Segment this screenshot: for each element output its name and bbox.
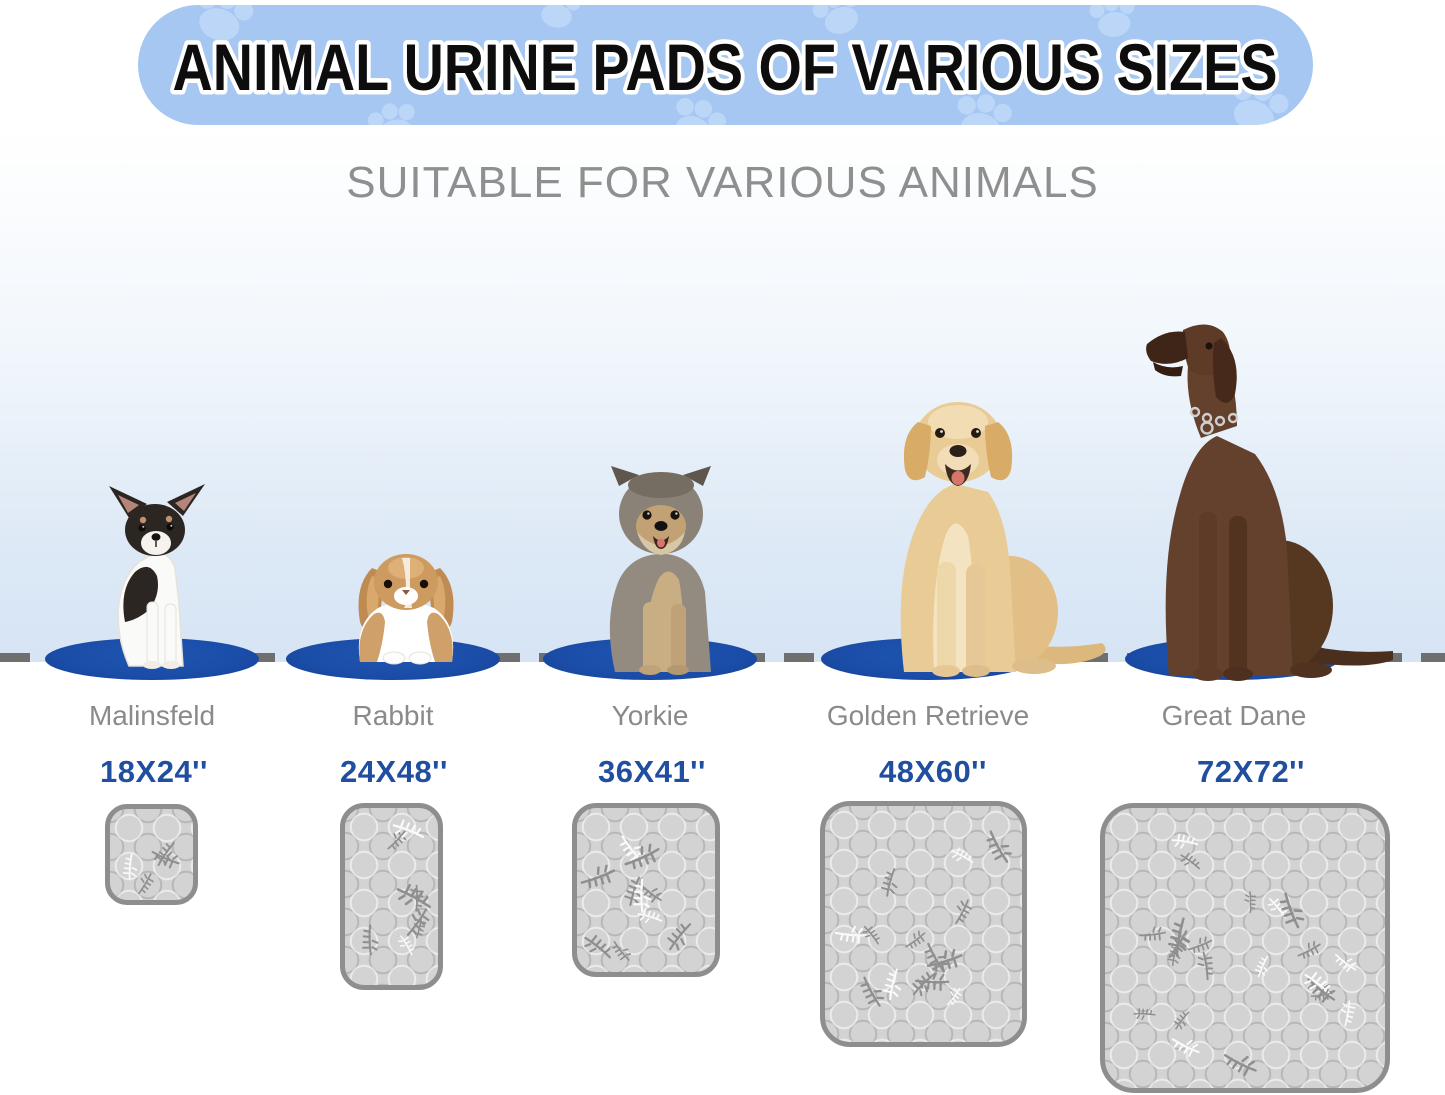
leaf-icon [830, 911, 874, 954]
leaf-icon [1275, 890, 1315, 931]
leaf-icon [385, 872, 438, 926]
banner-title: ANIMAL URINE PADS OF VARIOUS SIZES [173, 30, 1278, 104]
leaf-icon [1154, 921, 1199, 965]
leaf-icon [1330, 943, 1365, 978]
leaf-icon [659, 916, 705, 961]
pad-18x24 [105, 804, 198, 905]
leaf-icon [393, 933, 418, 958]
leaf-icon [942, 892, 980, 930]
leaf-icon [905, 965, 945, 1005]
leaf-icon [393, 898, 438, 943]
leaf-icon [924, 938, 966, 978]
leaf-icon [1235, 887, 1263, 916]
great-dane-image [1083, 316, 1401, 682]
leaf-icon [1308, 980, 1335, 1007]
leaf-icon [1327, 995, 1363, 1032]
leaf-icon [1136, 916, 1170, 949]
leaf-icon [939, 981, 968, 1010]
rabbit-image [342, 538, 470, 666]
leaf-icon [1130, 1001, 1160, 1030]
leaf-icon [1160, 939, 1192, 971]
pad-size-2: 24X48'' [340, 754, 448, 789]
leaf-icon [622, 874, 666, 918]
subtitle: SUITABLE FOR VARIOUS ANIMALS [346, 158, 1099, 207]
pet-name-3: Yorkie [611, 700, 689, 731]
pad-36x41 [572, 803, 720, 977]
golden-retriever-image [838, 372, 1113, 677]
leaf-icon [615, 871, 658, 914]
leaf-icon [856, 921, 883, 949]
leaf-icon [1217, 1036, 1267, 1087]
leaf-icon [614, 828, 653, 868]
leaf-icon [982, 827, 1020, 866]
leaf-icon [1156, 911, 1208, 964]
pad-48x60 [820, 801, 1027, 1047]
pad-size-4: 48X60'' [879, 754, 987, 789]
leaf-icon [1295, 935, 1323, 962]
leaf-icon [623, 836, 661, 873]
leaf-icon [1261, 893, 1292, 924]
leaf-icon [1168, 1007, 1198, 1037]
leaf-icon [944, 840, 979, 875]
chain-collar [1189, 406, 1239, 435]
leaf-icon [578, 855, 617, 893]
leaf-icon [1173, 846, 1205, 878]
pet-name-5: Great Dane [1161, 700, 1307, 731]
leaf-icon [148, 836, 187, 875]
leaf-icon [1165, 1023, 1208, 1066]
leaf-icon [910, 957, 956, 1002]
leaf-icon [577, 926, 618, 971]
pet-name-4: Golden Retrieve [826, 700, 1030, 731]
leaf-icon [1294, 963, 1338, 1008]
leaf-icon [633, 873, 670, 910]
leaf-icon [127, 865, 161, 899]
leaf-icon [900, 924, 929, 952]
pad-size-1: 18X24'' [100, 754, 208, 789]
banner-pill [138, 5, 1313, 125]
leaf-icon [1186, 931, 1213, 957]
leaf-icon [114, 850, 150, 886]
title-banner: ANIMAL URINE PADS OF VARIOUS SIZES [138, 5, 1313, 125]
pet-name-2: Rabbit [352, 700, 434, 731]
leaf-icon [1187, 948, 1222, 984]
pad-72x72 [1100, 803, 1390, 1093]
leaf-icon [352, 920, 392, 960]
leaf-icon [398, 880, 433, 915]
leaf-icon [402, 911, 433, 943]
leaf-icon [920, 939, 956, 976]
leaf-icon [857, 973, 892, 1010]
leaf-icon [384, 810, 431, 857]
leaf-icon [146, 835, 188, 878]
pad-size-3: 36X41'' [598, 754, 706, 789]
leaf-icon [1165, 825, 1203, 862]
leaf-icon [1300, 966, 1346, 1013]
chihuahua-image [95, 484, 225, 669]
leaf-icon [871, 863, 912, 904]
pad-size-5: 72X72'' [1197, 754, 1305, 789]
leaf-icon [873, 963, 918, 1008]
leaf-icon [631, 901, 667, 937]
pet-name-1: Malinsfeld [88, 700, 216, 731]
pad-24x48 [340, 803, 443, 990]
leaf-icon [379, 822, 412, 855]
yorkie-image [585, 460, 743, 675]
leaf-icon [1247, 951, 1280, 984]
leaf-icon [609, 936, 638, 966]
